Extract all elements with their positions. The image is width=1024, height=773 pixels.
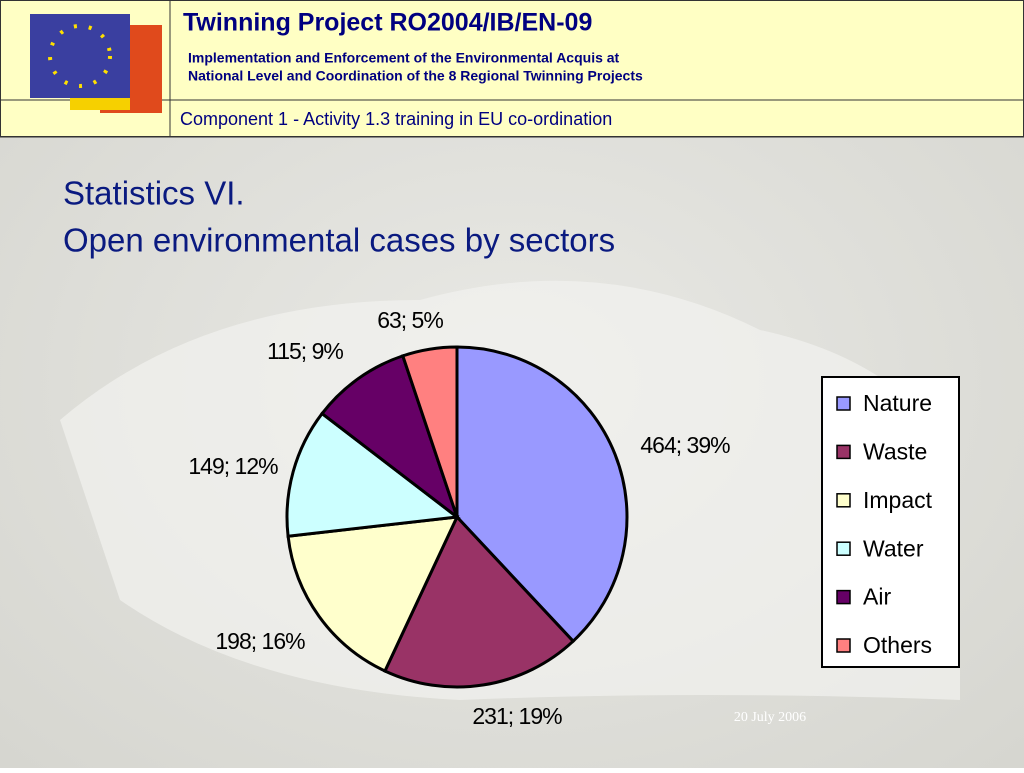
pie-slice <box>455 345 629 644</box>
data-label: 149; 12% <box>188 453 278 479</box>
footer-date: 20 July 2006 <box>734 710 806 725</box>
logo <box>30 14 162 113</box>
data-label: 63; 5% <box>377 307 443 333</box>
legend-swatch <box>836 589 851 605</box>
data-label: 115; 9% <box>267 338 343 364</box>
legend-label: Impact <box>863 487 933 513</box>
pie-slice <box>285 411 461 538</box>
legend-swatch <box>836 638 851 653</box>
header-subtitle: National Level and Coordination of the 8… <box>188 68 643 84</box>
data-label: 198; 16% <box>215 628 305 654</box>
legend-box <box>821 376 960 668</box>
pie-slice <box>400 345 459 518</box>
legend-label: Waste <box>863 438 927 464</box>
slide-title: Statistics VI. <box>63 175 245 212</box>
header-subtitle: Implementation and Enforcement of the En… <box>188 50 620 66</box>
pie-slice <box>286 515 460 673</box>
legend-label: Others <box>863 632 932 658</box>
legend-swatch <box>836 541 851 556</box>
header-background <box>0 0 1024 137</box>
header-title: Twinning Project RO2004/IB/EN-09 <box>183 9 592 37</box>
component-label: Component 1 - Activity 1.3 training in E… <box>180 109 612 129</box>
pie-slice <box>319 353 460 522</box>
data-label: 231; 19% <box>472 703 562 729</box>
pie-slice <box>382 514 576 689</box>
legend-label: Water <box>863 535 924 561</box>
legend-swatch <box>836 493 851 508</box>
slide-title: Open environmental cases by sectors <box>63 222 615 259</box>
legend-label: Nature <box>863 390 932 416</box>
legend-swatch <box>836 396 851 411</box>
legend-label: Air <box>863 584 891 610</box>
legend-swatch <box>836 444 851 460</box>
data-label: 464; 39% <box>640 432 730 458</box>
